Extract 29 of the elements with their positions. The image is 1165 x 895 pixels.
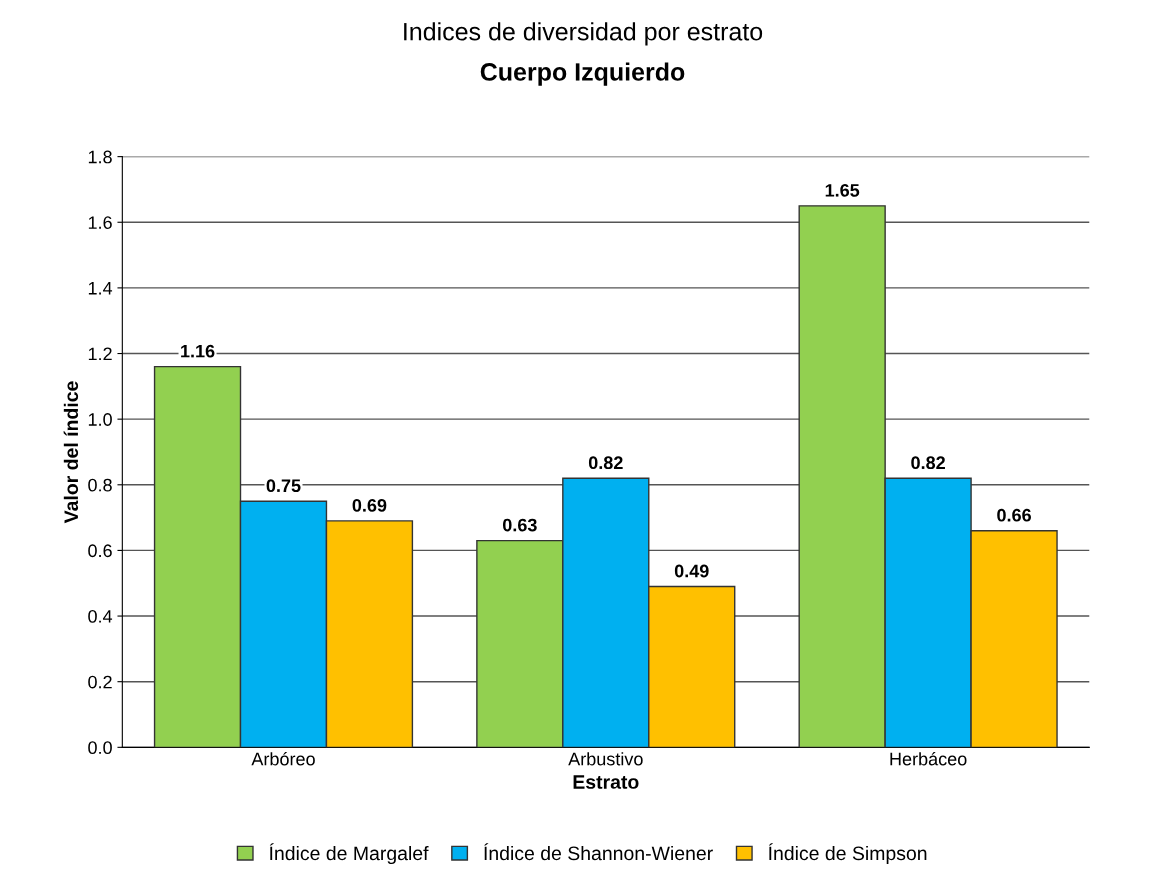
y-tick-label: 1.2 — [88, 347, 112, 361]
y-tick-label: 1.6 — [88, 216, 112, 229]
y-tick-label: 1.0 — [88, 413, 112, 426]
data-label: 0.69 — [352, 498, 387, 512]
y-tick-label: 0.4 — [88, 609, 113, 623]
data-label: 1.16 — [181, 344, 215, 358]
data-label: 0.63 — [502, 518, 537, 532]
data-label: 0.49 — [674, 564, 709, 578]
y-tick-label: 0.6 — [88, 544, 112, 558]
x-tick-label: Arbóreo — [251, 751, 315, 766]
x-tick-label: Herbáceo — [890, 751, 967, 766]
x-axis-title: Estrato — [573, 775, 639, 789]
data-label: 0.66 — [997, 508, 1031, 522]
y-tick-label: 0.0 — [88, 741, 112, 755]
chart-subtitle: Cuerpo Izquierdo — [480, 62, 685, 86]
x-tick-label: Arbustivo — [568, 752, 643, 766]
legend-label: Índice de Margalef — [269, 843, 429, 865]
legend-label: Índice de Simpson — [768, 843, 927, 865]
chart-title: Indices de diversidad por estrato — [404, 22, 763, 46]
data-label: 1.65 — [825, 183, 860, 197]
y-axis-title: Valor del índice — [63, 381, 79, 524]
data-label: 0.82 — [588, 456, 623, 470]
y-tick-label: 0.2 — [88, 675, 112, 689]
data-label: 0.75 — [266, 479, 301, 493]
y-tick-label: 0.8 — [88, 478, 112, 492]
y-tick-label: 1.4 — [88, 282, 113, 295]
data-label: 0.82 — [911, 456, 945, 470]
legend-label: Índice de Shannon-Wiener — [484, 843, 713, 861]
y-tick-label: 1.8 — [88, 150, 112, 164]
